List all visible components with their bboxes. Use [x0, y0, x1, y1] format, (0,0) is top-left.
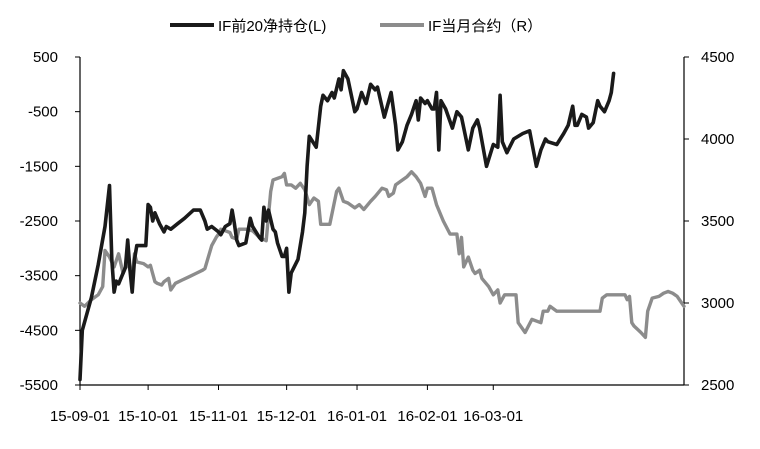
left-tick-label: 500	[33, 49, 58, 66]
legend-label-net-position: IF前20净持仓(L)	[218, 18, 326, 35]
series-line-current-month-contract	[78, 170, 686, 340]
right-tick-label: 2500	[701, 377, 734, 394]
x-tick-label: 16-03-01	[463, 408, 523, 425]
left-tick-label: -5500	[20, 377, 58, 394]
x-tick-label: 16-01-01	[327, 408, 387, 425]
x-axis-ticks: 15-09-01 15-10-01 15-11-01 15-12-01 16-01-01…	[50, 385, 523, 425]
right-tick-label: 4500	[701, 49, 734, 66]
x-tick-label: 15-12-01	[257, 408, 317, 425]
left-tick-label: -500	[28, 104, 58, 121]
series-line-net-position	[78, 68, 616, 382]
legend: IF前20净持仓(L) IF当月合约（R）	[170, 18, 542, 35]
right-axis-ticks: 4500 4000 3500 3000 2500	[684, 49, 734, 394]
left-tick-label: -3500	[20, 268, 58, 285]
right-tick-label: 3500	[701, 213, 734, 230]
x-tick-label: 15-10-01	[118, 408, 178, 425]
right-tick-label: 3000	[701, 295, 734, 312]
left-tick-label: -4500	[20, 322, 58, 339]
x-tick-label: 16-02-01	[397, 408, 457, 425]
left-tick-label: -2500	[20, 213, 58, 230]
x-tick-label: 15-09-01	[50, 408, 110, 425]
series-lines	[78, 68, 686, 382]
right-tick-label: 4000	[701, 131, 734, 148]
left-tick-label: -1500	[20, 158, 58, 175]
left-axis-ticks: 500 -500 -1500 -2500 -3500 -4500 -5500	[20, 49, 80, 394]
x-tick-label: 15-11-01	[189, 408, 248, 425]
legend-label-current-month-contract: IF当月合约（R）	[428, 18, 542, 35]
